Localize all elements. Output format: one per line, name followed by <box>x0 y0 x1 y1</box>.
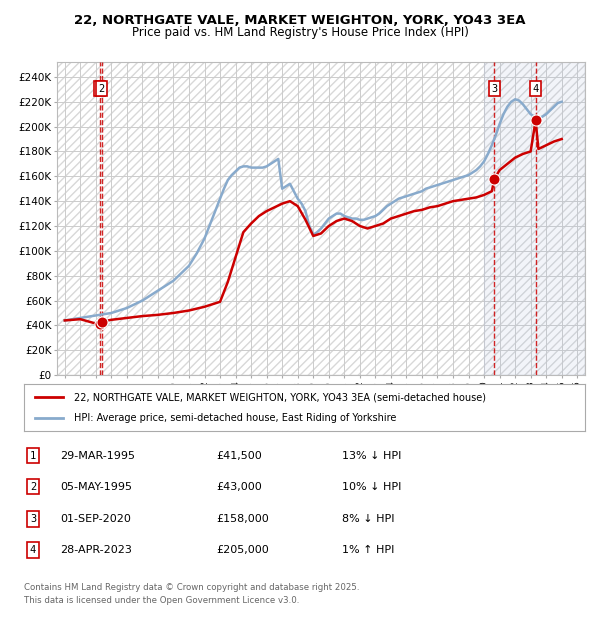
Text: 4: 4 <box>30 545 36 555</box>
Text: 2: 2 <box>98 84 104 94</box>
Text: 29-MAR-1995: 29-MAR-1995 <box>60 451 135 461</box>
Text: 28-APR-2023: 28-APR-2023 <box>60 545 132 555</box>
Text: HPI: Average price, semi-detached house, East Riding of Yorkshire: HPI: Average price, semi-detached house,… <box>74 413 397 423</box>
Text: Contains HM Land Registry data © Crown copyright and database right 2025.: Contains HM Land Registry data © Crown c… <box>24 583 359 592</box>
Text: 05-MAY-1995: 05-MAY-1995 <box>60 482 132 492</box>
Text: 22, NORTHGATE VALE, MARKET WEIGHTON, YORK, YO43 3EA: 22, NORTHGATE VALE, MARKET WEIGHTON, YOR… <box>74 14 526 27</box>
Text: £41,500: £41,500 <box>216 451 262 461</box>
Text: 01-SEP-2020: 01-SEP-2020 <box>60 514 131 524</box>
Text: £43,000: £43,000 <box>216 482 262 492</box>
Text: 1: 1 <box>30 451 36 461</box>
Text: 3: 3 <box>491 84 497 94</box>
Text: 22, NORTHGATE VALE, MARKET WEIGHTON, YORK, YO43 3EA (semi-detached house): 22, NORTHGATE VALE, MARKET WEIGHTON, YOR… <box>74 392 487 402</box>
Bar <box>484 62 585 375</box>
Text: 1% ↑ HPI: 1% ↑ HPI <box>342 545 394 555</box>
Text: Price paid vs. HM Land Registry's House Price Index (HPI): Price paid vs. HM Land Registry's House … <box>131 26 469 39</box>
Text: 1: 1 <box>97 84 103 94</box>
Text: 8% ↓ HPI: 8% ↓ HPI <box>342 514 395 524</box>
Text: 13% ↓ HPI: 13% ↓ HPI <box>342 451 401 461</box>
Text: £158,000: £158,000 <box>216 514 269 524</box>
Text: 3: 3 <box>30 514 36 524</box>
Text: 10% ↓ HPI: 10% ↓ HPI <box>342 482 401 492</box>
Text: 4: 4 <box>532 84 539 94</box>
Text: This data is licensed under the Open Government Licence v3.0.: This data is licensed under the Open Gov… <box>24 596 299 604</box>
Text: £205,000: £205,000 <box>216 545 269 555</box>
Text: 2: 2 <box>30 482 36 492</box>
